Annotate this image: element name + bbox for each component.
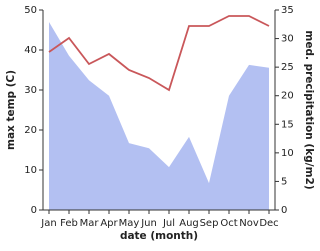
x-tick-label: May [119,218,140,229]
chart: date (month) max temp (C) med. precipita… [5,5,315,242]
y2-tick-label: 20 [281,91,294,102]
y-tick-label: 0 [31,205,37,216]
y2-tick-label: 35 [281,5,294,16]
y2-tick-label: 25 [281,62,294,73]
x-tick-label: Jun [140,218,157,229]
x-tick-label: Dec [259,218,278,229]
y2-tick-label: 10 [281,148,294,159]
y-tick-label: 40 [24,45,37,56]
x-tick-label: Feb [60,218,78,229]
y-tick-label: 10 [24,165,37,176]
x-tick-label: Mar [80,218,100,229]
x-tick-label: Apr [100,218,118,229]
x-tick-label: Jan [40,218,56,229]
x-axis-title: date (month) [120,230,198,242]
x-tick-label: Aug [179,218,199,229]
y-tick-label: 50 [24,5,37,16]
x-tick-label: Sep [200,218,219,229]
y2-tick-label: 5 [281,176,287,187]
y2-axis-title: med. precipitation (kg/m2) [303,30,315,189]
x-tick-label: Jul [162,218,175,229]
y-tick-label: 30 [24,85,37,96]
y-axis-title: max temp (C) [5,70,17,150]
x-tick-label: Oct [220,218,237,229]
y-tick-label: 20 [24,125,37,136]
y2-tick-label: 0 [281,205,287,216]
y2-tick-label: 15 [281,119,294,130]
x-tick-label: Nov [239,218,259,229]
line [48,15,270,92]
area [49,22,269,210]
y2-tick-label: 30 [281,34,294,45]
